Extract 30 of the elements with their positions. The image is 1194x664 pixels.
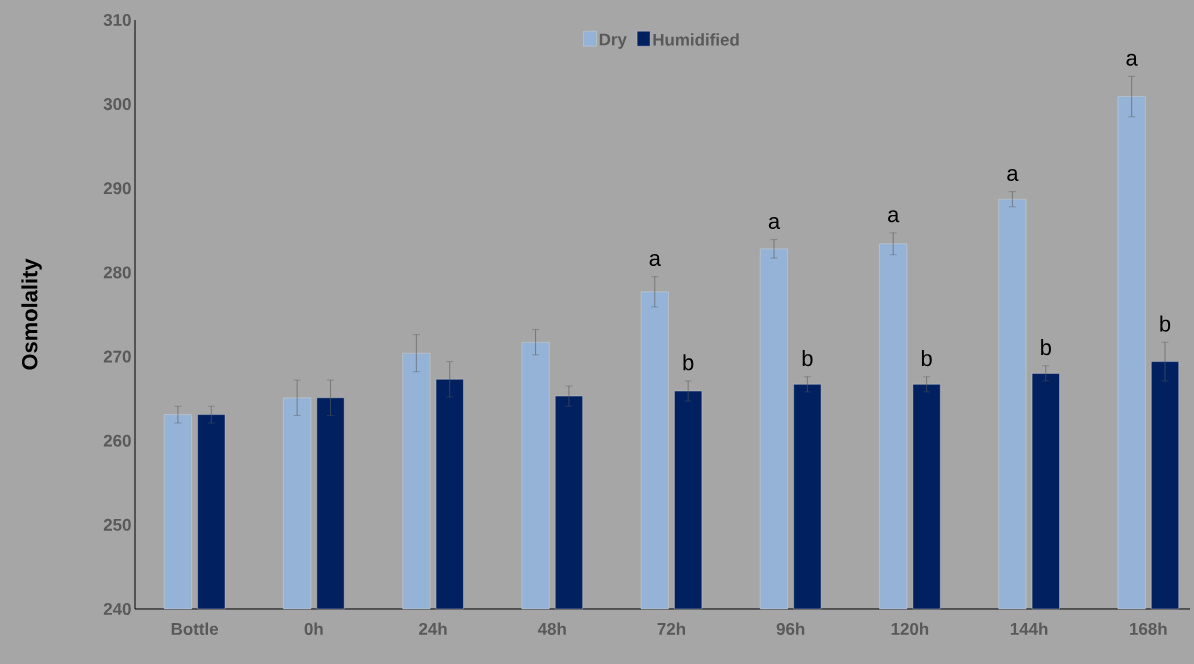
x-tick-label: 120h (891, 622, 929, 635)
annotation: b (683, 354, 694, 371)
annotation: b (1160, 315, 1171, 332)
y-tick-label: 290 (103, 182, 131, 195)
annotation: b (802, 350, 813, 367)
x-tick-label: 0h (304, 622, 323, 635)
x-tick-label: 72h (657, 622, 685, 635)
legend-label: Humidified (653, 33, 739, 46)
legend-label: Dry (599, 33, 627, 49)
y-tick-label: 250 (103, 518, 131, 531)
annotation: a (1126, 53, 1138, 66)
annotation: b (1041, 339, 1051, 356)
y-tick-label: 270 (103, 350, 131, 363)
y-tick-label: 300 (103, 98, 131, 111)
y-tick-label: 260 (103, 434, 131, 447)
y-tick-label: 310 (103, 13, 131, 26)
y-tick-label: 240 (103, 602, 131, 615)
x-tick-label: 48h (537, 622, 566, 635)
x-tick-label: 144h (1010, 622, 1048, 635)
x-tick-label: 168h (1130, 622, 1167, 635)
x-tick-label: 96h (776, 622, 805, 635)
annotation: a (888, 210, 900, 223)
annotation: a (649, 254, 661, 267)
y-tick-label: 280 (103, 266, 131, 279)
annotation: a (1007, 169, 1019, 182)
annotation: b (921, 350, 932, 367)
x-tick-label: 24h (419, 622, 447, 635)
annotation: a (768, 216, 781, 229)
y-axis-title: Osmolality (21, 258, 42, 370)
x-tick-label: Bottle (171, 622, 219, 635)
